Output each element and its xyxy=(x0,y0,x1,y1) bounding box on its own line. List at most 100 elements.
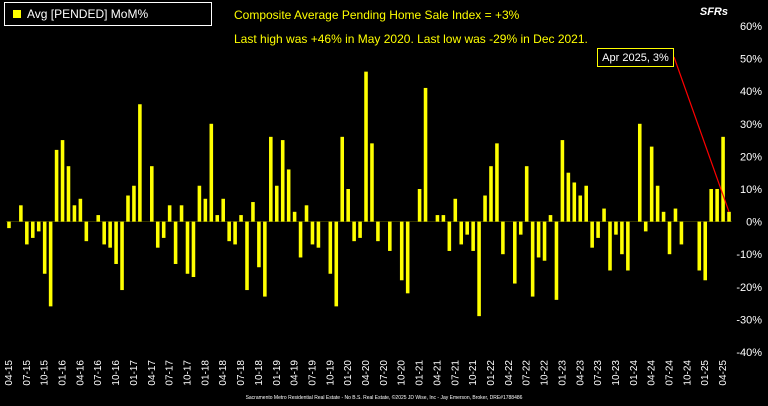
bar xyxy=(161,221,166,238)
bar xyxy=(673,208,678,222)
bar xyxy=(286,169,291,222)
bar xyxy=(703,221,708,281)
bar xyxy=(280,140,285,222)
bar xyxy=(489,166,493,222)
bar xyxy=(554,221,559,300)
x-tick-label: 07-17 xyxy=(165,360,176,386)
bar xyxy=(608,221,612,271)
bar xyxy=(263,221,267,297)
bar xyxy=(679,221,684,245)
x-tick-label: 07-20 xyxy=(379,360,390,386)
bar xyxy=(399,221,404,281)
x-tick-label: 10-16 xyxy=(111,360,122,386)
bar xyxy=(590,221,594,248)
x-tick-label: 10-15 xyxy=(40,360,51,386)
bar xyxy=(233,221,237,245)
bar xyxy=(667,221,672,255)
y-tick-label: 10% xyxy=(740,184,762,196)
bar xyxy=(292,211,297,222)
x-tick-label: 10-20 xyxy=(397,360,408,386)
x-tick-label: 04-25 xyxy=(718,360,729,386)
x-tick-label: 04-21 xyxy=(432,360,443,386)
bar xyxy=(340,136,345,222)
bar xyxy=(78,198,83,222)
x-tick-label: 07-21 xyxy=(450,360,461,386)
footer-credit: Sacramento Metro Residential Real Estate… xyxy=(245,395,523,401)
bar xyxy=(548,215,553,222)
x-axis: 04-15 07-15 10-15 01-16 04-16 07-16 10-16 01-17… xyxy=(4,360,729,386)
bar xyxy=(257,221,261,268)
x-tick-label: 07-24 xyxy=(665,360,676,386)
bar xyxy=(132,185,136,222)
bar xyxy=(25,221,29,245)
bar xyxy=(120,221,124,291)
bar xyxy=(501,221,505,255)
bar xyxy=(697,221,702,271)
bar xyxy=(30,221,35,238)
x-tick-label: 01-17 xyxy=(129,360,140,386)
bar xyxy=(495,143,499,222)
x-tick-label: 10-22 xyxy=(540,360,551,386)
x-tick-label: 10-19 xyxy=(325,360,336,386)
bar xyxy=(364,71,368,222)
bar xyxy=(435,215,440,222)
x-tick-label: 04-22 xyxy=(504,360,515,386)
bar xyxy=(19,205,23,222)
bar xyxy=(626,221,630,271)
y-tick-label: 50% xyxy=(740,54,762,66)
bar xyxy=(269,136,273,222)
chart-subtitle: Last high was +46% in May 2020. Last low… xyxy=(234,32,588,46)
bar xyxy=(60,140,65,222)
bar xyxy=(388,221,392,251)
bar xyxy=(661,211,666,222)
x-tick-label: 04-23 xyxy=(575,360,586,386)
x-tick-label: 01-16 xyxy=(58,360,69,386)
bar xyxy=(727,211,731,222)
bar xyxy=(84,221,89,242)
x-tick-label: 07-22 xyxy=(522,360,533,386)
bar xyxy=(334,221,339,307)
bar xyxy=(352,221,356,242)
bar xyxy=(66,166,71,222)
bar xyxy=(36,221,41,232)
bar xyxy=(477,221,481,317)
bar xyxy=(560,140,565,222)
bar xyxy=(637,123,642,222)
y-tick-label: -10% xyxy=(736,249,762,261)
x-tick-label: 07-18 xyxy=(236,360,247,386)
x-tick-label: 04-24 xyxy=(647,360,658,386)
bar xyxy=(108,221,112,248)
x-tick-label: 10-23 xyxy=(611,360,622,386)
bar xyxy=(376,221,380,242)
x-tick-label: 07-15 xyxy=(22,360,33,386)
bar xyxy=(138,104,142,222)
bar xyxy=(596,221,600,238)
bar xyxy=(54,149,59,222)
bar xyxy=(221,198,225,222)
bar xyxy=(370,143,374,222)
x-tick-label: 01-21 xyxy=(415,360,426,386)
annotation-pointer-line xyxy=(673,56,730,213)
legend: Avg [PENDED] MoM% xyxy=(4,2,212,26)
x-tick-label: 01-24 xyxy=(629,360,640,386)
bar xyxy=(584,185,588,222)
bar xyxy=(530,221,535,297)
bar xyxy=(298,221,303,258)
x-tick-label: 01-20 xyxy=(343,360,354,386)
bar xyxy=(643,221,648,232)
bar xyxy=(602,208,606,222)
bar xyxy=(578,195,583,222)
bar xyxy=(155,221,160,248)
bar xyxy=(542,221,547,261)
bar xyxy=(316,221,321,248)
bar xyxy=(114,221,118,264)
bar xyxy=(215,215,220,222)
annotation-callout: Apr 2025, 3% xyxy=(597,48,674,67)
bar xyxy=(423,87,428,222)
bar xyxy=(102,221,106,245)
x-tick-label: 10-21 xyxy=(468,360,479,386)
x-tick-label: 07-19 xyxy=(308,360,319,386)
bar xyxy=(239,215,243,222)
x-tick-label: 07-16 xyxy=(93,360,104,386)
